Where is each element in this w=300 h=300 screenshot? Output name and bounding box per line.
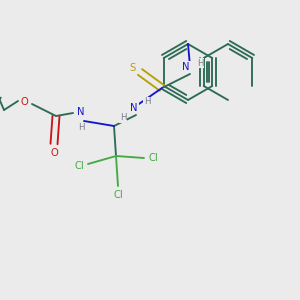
Text: H: H xyxy=(120,113,126,122)
Text: O: O xyxy=(50,148,58,158)
Text: H: H xyxy=(197,58,203,68)
Text: S: S xyxy=(130,63,136,73)
Text: N: N xyxy=(77,107,85,117)
Text: H: H xyxy=(78,124,84,133)
Text: H: H xyxy=(144,98,150,106)
Text: N: N xyxy=(182,62,190,72)
Text: Cl: Cl xyxy=(113,190,123,200)
Text: O: O xyxy=(20,97,28,107)
Text: Cl: Cl xyxy=(74,161,84,171)
Text: Cl: Cl xyxy=(148,153,158,163)
Text: N: N xyxy=(130,103,138,113)
